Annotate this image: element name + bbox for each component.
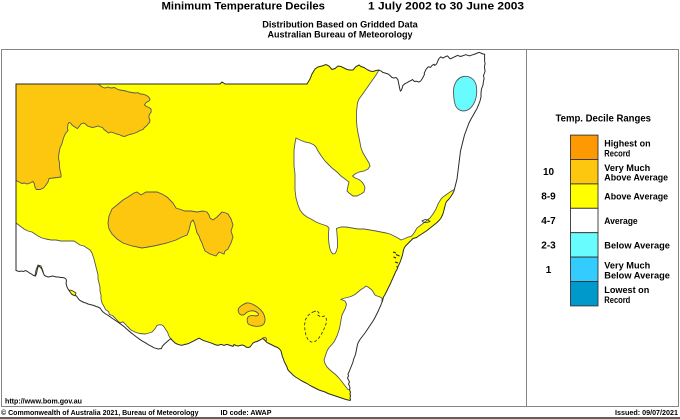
svg-text:http://www.bom.gov.au: http://www.bom.gov.au (5, 397, 82, 406)
svg-text:1 July 2002 to 30 June 2003: 1 July 2002 to 30 June 2003 (368, 0, 524, 12)
svg-text:Lowest on: Lowest on (604, 285, 649, 296)
svg-text:1: 1 (546, 265, 552, 276)
svg-text:Australian Bureau of Meteorolo: Australian Bureau of Meteorology (268, 30, 414, 40)
svg-text:Below Average: Below Average (604, 270, 670, 281)
svg-text:© Commonwealth of Australia 20: © Commonwealth of Australia 2021, Bureau… (1, 408, 199, 417)
svg-text:Above Average: Above Average (604, 173, 668, 184)
svg-text:Average: Average (604, 216, 637, 227)
svg-text:Below Average: Below Average (604, 240, 670, 251)
svg-text:2-3: 2-3 (541, 240, 556, 251)
svg-text:Highest on: Highest on (604, 139, 650, 150)
svg-text:Distribution Based on Gridded: Distribution Based on Gridded Data (262, 20, 418, 30)
svg-text:4-7: 4-7 (541, 216, 556, 227)
svg-text:Issued: 09/07/2021: Issued: 09/07/2021 (615, 408, 678, 417)
svg-text:Record: Record (604, 295, 630, 306)
svg-text:Very Much: Very Much (604, 261, 650, 272)
svg-text:Record: Record (604, 148, 630, 159)
svg-text:Minimum Temperature Deciles: Minimum Temperature Deciles (162, 0, 326, 12)
svg-text:8-9: 8-9 (541, 192, 556, 203)
svg-text:Temp. Decile Ranges: Temp. Decile Ranges (556, 112, 652, 124)
svg-text:10: 10 (543, 167, 555, 178)
svg-text:ID code: AWAP: ID code: AWAP (221, 408, 272, 417)
svg-text:Above Average: Above Average (604, 192, 668, 203)
svg-text:Very Much: Very Much (604, 163, 650, 174)
